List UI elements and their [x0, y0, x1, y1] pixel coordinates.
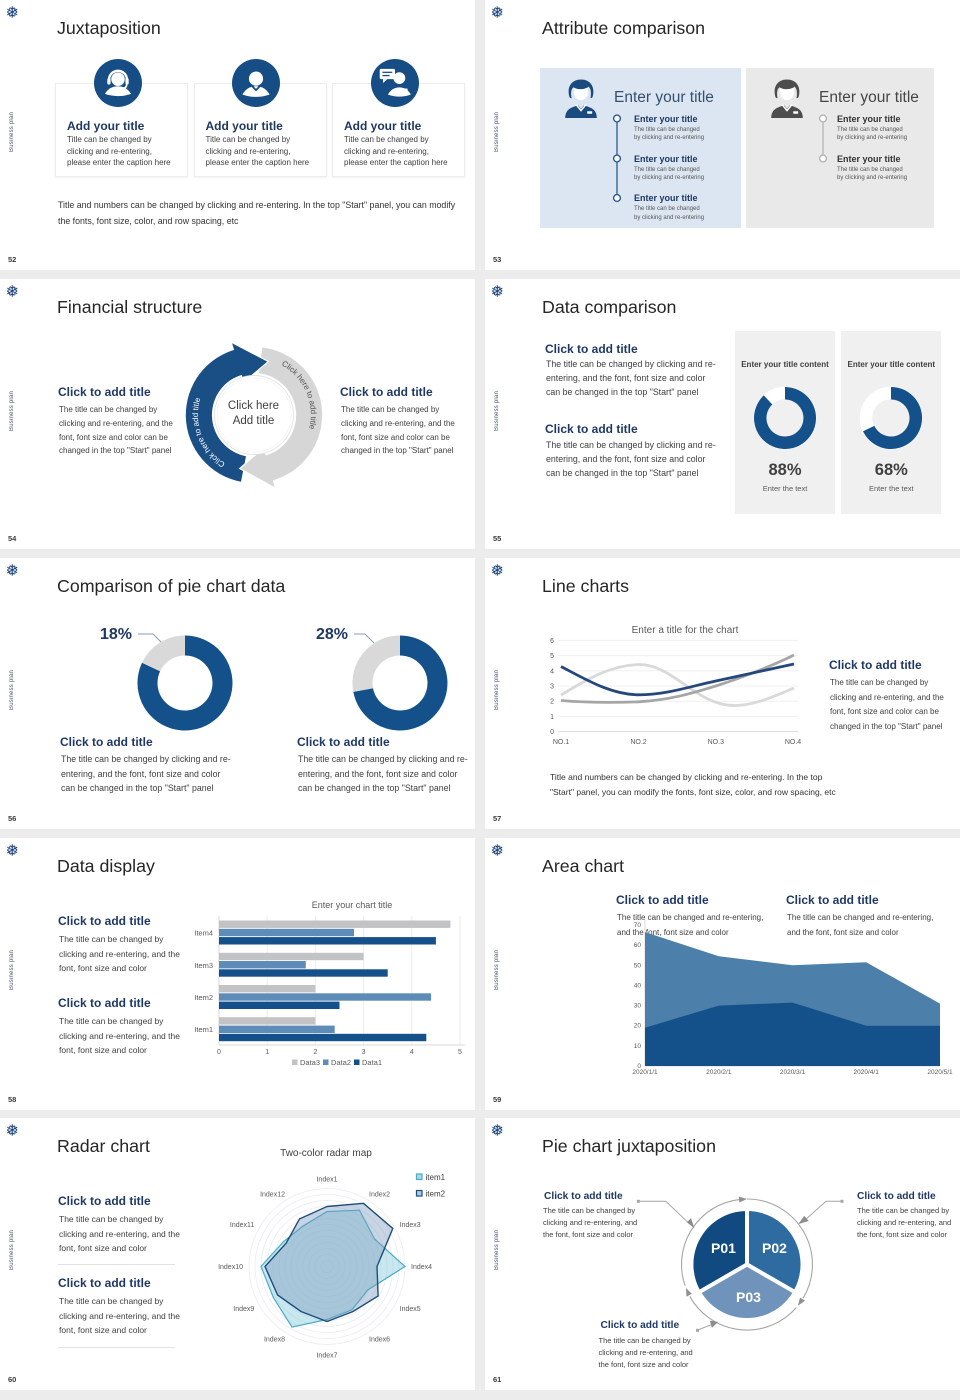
svg-text:Index10: Index10	[218, 1264, 243, 1271]
svg-text:Data3: Data3	[300, 1058, 320, 1067]
svg-text:1: 1	[550, 714, 554, 721]
svg-text:Index6: Index6	[369, 1337, 390, 1344]
svg-text:30: 30	[634, 1003, 642, 1010]
svg-text:5: 5	[458, 1049, 462, 1056]
svg-text:Data1: Data1	[362, 1058, 382, 1067]
svg-text:NO.1: NO.1	[553, 739, 569, 746]
svg-text:Index12: Index12	[260, 1191, 285, 1198]
svg-text:Index5: Index5	[400, 1306, 421, 1313]
svg-text:NO.4: NO.4	[785, 739, 801, 746]
svg-text:40: 40	[634, 982, 642, 989]
svg-text:60: 60	[634, 942, 642, 949]
svg-text:Item2: Item2	[194, 993, 213, 1002]
svg-text:2: 2	[550, 699, 554, 706]
svg-text:Data2: Data2	[331, 1058, 351, 1067]
svg-text:2020/1/1: 2020/1/1	[632, 1069, 658, 1076]
svg-text:4: 4	[410, 1049, 414, 1056]
svg-text:Index7: Index7	[316, 1353, 337, 1360]
svg-text:item1: item1	[426, 1173, 446, 1182]
svg-text:2020/4/1: 2020/4/1	[854, 1069, 880, 1076]
svg-text:Index4: Index4	[411, 1264, 432, 1271]
svg-text:1: 1	[265, 1049, 269, 1056]
svg-text:item2: item2	[426, 1190, 446, 1199]
svg-text:20: 20	[634, 1023, 642, 1030]
svg-text:Item4: Item4	[194, 929, 213, 938]
svg-text:3: 3	[550, 684, 554, 691]
svg-text:2: 2	[313, 1049, 317, 1056]
svg-text:NO.2: NO.2	[630, 739, 646, 746]
svg-text:NO.3: NO.3	[708, 739, 724, 746]
svg-text:0: 0	[217, 1049, 221, 1056]
svg-text:3: 3	[362, 1049, 366, 1056]
svg-text:Item3: Item3	[194, 961, 213, 970]
svg-text:2020/5/1: 2020/5/1	[927, 1069, 953, 1076]
svg-text:Index3: Index3	[400, 1222, 421, 1229]
svg-text:10: 10	[634, 1043, 642, 1050]
svg-text:70: 70	[634, 922, 642, 929]
svg-text:Index11: Index11	[230, 1222, 254, 1229]
svg-text:Index2: Index2	[369, 1191, 390, 1198]
svg-text:0: 0	[550, 729, 554, 736]
svg-text:Index9: Index9	[233, 1306, 254, 1313]
svg-text:2020/3/1: 2020/3/1	[780, 1069, 806, 1076]
svg-text:Item1: Item1	[194, 1025, 213, 1034]
svg-text:5: 5	[550, 653, 554, 660]
svg-text:Index8: Index8	[264, 1337, 285, 1344]
svg-text:4: 4	[550, 668, 554, 675]
svg-text:Index1: Index1	[316, 1177, 337, 1184]
svg-text:50: 50	[634, 962, 642, 969]
svg-text:0: 0	[637, 1063, 641, 1070]
svg-text:2020/2/1: 2020/2/1	[706, 1069, 732, 1076]
svg-text:6: 6	[550, 638, 554, 645]
